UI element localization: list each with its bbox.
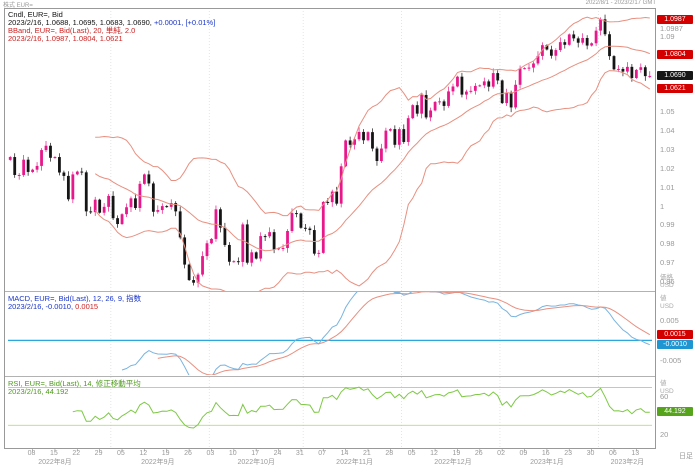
- bollinger-layer: [94, 16, 651, 291]
- x-axis-week-label: 22: [72, 450, 81, 457]
- macd-value-badge: -0.0010: [657, 339, 693, 349]
- candle-ohlc-values: 2023/2/16, 1.0688, 1.0695, 1.0683, 1.069…: [8, 18, 216, 27]
- rsi-layer: [8, 386, 652, 429]
- x-axis-week-label: 12: [139, 450, 148, 457]
- macd-value-badge: 0.0015: [657, 329, 693, 339]
- x-axis-week-label: 19: [161, 450, 170, 457]
- x-axis-week-label: 23: [564, 450, 573, 457]
- x-axis-week-label: 30: [586, 450, 595, 457]
- main-panel-legend: Cndl, EUR=, Bid 2023/2/16, 1.0688, 1.069…: [8, 11, 215, 43]
- x-axis-week-label: 05: [117, 450, 125, 457]
- macd-series-label: MACD, EUR=, Bid(Last), 12, 26, 9, 指数: [8, 294, 142, 303]
- bband-values: 2023/2/16, 1.0987, 1.0804, 1.0621: [8, 34, 123, 43]
- y-axis-tick: 1.01: [660, 182, 675, 192]
- bband-series-label: BBand, EUR=, Bid(Last), 20, 単純, 2.0: [8, 26, 136, 35]
- x-axis-month-label: 2022年8月: [38, 459, 72, 466]
- candle-series-label: Cndl, EUR=, Bid: [8, 10, 63, 19]
- chart-frame: [4, 8, 656, 452]
- y-axis-tick: 1.09: [660, 31, 675, 41]
- x-axis-month-label: 2022年12月: [434, 459, 472, 466]
- bband-price-badge: 1.0621: [657, 84, 693, 94]
- y-axis-tick: 1.0987: [660, 24, 683, 34]
- x-axis-week-label: 28: [385, 450, 394, 457]
- y-axis-tick: 1.03: [660, 145, 675, 154]
- y-axis-tick: 1: [660, 201, 665, 211]
- titlebar: 株式 EUR= 2022/8/1 - 2023/2/17 GMT: [0, 0, 696, 9]
- macd-panel-legend: MACD, EUR=, Bid(Last), 12, 26, 9, 指数 202…: [8, 295, 141, 311]
- y-axis-tick: 20: [660, 430, 669, 440]
- x-axis-week-label: 03: [206, 450, 215, 457]
- x-axis-month-label: 2023年1月: [530, 459, 564, 466]
- price-axis[interactable]: 1.0987 1.09 1.05 1.04 1.03 1.02 1.01 1 0.99 0.98 0…: [656, 0, 696, 468]
- macd-values: 2023/2/16, -0.0010, 0.0015: [8, 302, 99, 311]
- macd-axis-unit: 値 USD: [660, 295, 674, 310]
- x-axis-week-label: 19: [452, 450, 461, 457]
- y-axis-tick: -0.005: [660, 355, 682, 365]
- x-axis-week-label: 05: [407, 450, 416, 457]
- window-title: 株式 EUR=: [3, 3, 33, 9]
- x-axis-month-label: 2022年10月: [237, 459, 275, 466]
- rsi-value-badge: 44.192: [657, 407, 693, 417]
- x-axis-month-label: 2023年2月: [610, 459, 645, 466]
- x-axis-week-label: 13: [631, 450, 640, 457]
- y-axis-tick: 60: [660, 392, 669, 402]
- x-axis-week-label: 24: [273, 450, 282, 457]
- last-price-badge: 1.0690: [657, 71, 693, 81]
- x-axis-week-label: 29: [94, 450, 103, 457]
- y-axis-tick: 1.05: [660, 107, 675, 117]
- x-axis-month-label: 2022年9月: [141, 459, 175, 466]
- x-axis-week-label: 10: [228, 450, 237, 457]
- x-axis-week-label: 17: [251, 450, 259, 457]
- x-axis-week-label: 15: [49, 450, 58, 457]
- y-axis-tick: 0.005: [660, 316, 679, 326]
- x-axis-week-label: 31: [295, 450, 304, 457]
- change-value: +0.0001, [+0.01%]: [153, 18, 216, 27]
- main-axis-unit: 価格 USD: [660, 274, 674, 289]
- month-gridlines: [110, 8, 599, 448]
- rsi-series-label: RSI, EUR=, Bid(Last), 14, 修正移動平均: [8, 379, 141, 388]
- x-axis-week-label: 02: [497, 450, 505, 457]
- candles-layer: [8, 14, 652, 288]
- rsi-values: 2023/2/16, 44.192: [8, 387, 69, 396]
- y-axis-tick: 1.02: [660, 163, 675, 173]
- x-axis-week-label: 26: [474, 450, 483, 457]
- x-axis-week-label: 26: [184, 450, 192, 457]
- x-axis-week-label: 07: [318, 450, 327, 457]
- x-axis-week-label: 21: [363, 450, 371, 457]
- y-axis-tick: 0.99: [660, 220, 675, 230]
- bband-price-badge: 1.0804: [657, 49, 693, 59]
- x-axis-week-label: 16: [541, 450, 550, 457]
- x-axis-week-label: 08: [27, 450, 36, 457]
- x-axis-month-label: 2022年11月: [336, 459, 374, 466]
- rsi-axis-unit: 値 USD: [660, 380, 674, 395]
- y-axis-tick: 0.98: [660, 239, 675, 249]
- time-axis[interactable]: 日足 08 15 22 29 05 12 19 26 03 10 17 24 31 07 14 21 28 05 1…: [0, 450, 696, 468]
- x-axis-week-label: 09: [519, 450, 528, 457]
- x-axis-week-label: 06: [608, 450, 617, 457]
- x-axis-week-label: 14: [340, 450, 349, 457]
- x-axis-week-label: 12: [430, 450, 438, 457]
- y-axis-tick: 1.04: [660, 126, 675, 136]
- rsi-panel-legend: RSI, EUR=, Bid(Last), 14, 修正移動平均 2023/2/…: [8, 380, 141, 396]
- y-axis-tick: 0.96: [660, 277, 675, 287]
- y-axis-tick: 0.97: [660, 258, 675, 268]
- macd-layer: [8, 292, 652, 375]
- interval-label: 日足: [679, 453, 693, 460]
- date-range-label: 2022/8/1 - 2023/2/17 GMT: [585, 0, 656, 6]
- bband-price-badge: 1.0987: [657, 15, 693, 25]
